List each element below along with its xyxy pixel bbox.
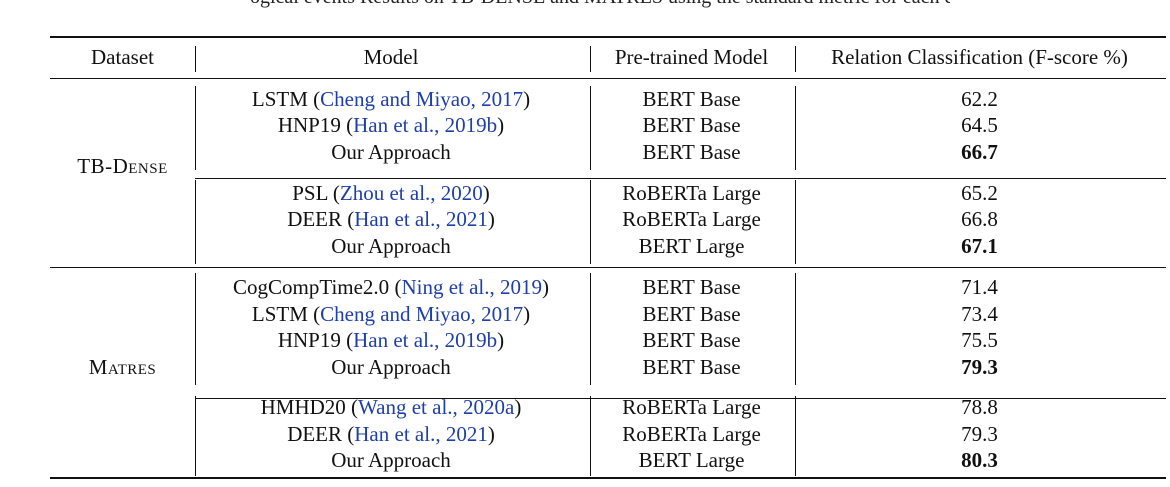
model-name: CogCompTime2.0 (233, 275, 390, 299)
citation-link[interactable]: Han et al., 2019b (353, 113, 498, 137)
pretrained-model-cell: BERT Base (642, 355, 741, 379)
citation-link[interactable]: Ning et al., 2019 (401, 275, 542, 299)
model-name: LSTM (251, 302, 308, 326)
model-cell: Our Approach (196, 447, 586, 473)
group-separator-rule (195, 398, 1166, 399)
f-score-cell: 79.3 (961, 422, 998, 446)
citation-link[interactable]: Han et al., 2021 (354, 422, 488, 446)
model-cell: HMHD20 (Wang et al., 2020a) (260, 395, 522, 419)
model-name: PSL (292, 181, 328, 205)
model-cell: HNP19 (Han et al., 2019b) (277, 113, 505, 137)
model-cell: Our Approach (196, 139, 586, 165)
pretrained-model-cell: RoBERTa Large (622, 181, 761, 205)
pretrained-model-cell: RoBERTa Large (622, 207, 761, 231)
pretrained-model-cell: BERT Base (642, 140, 741, 164)
pretrained-model-cell: BERT Base (642, 302, 741, 326)
model-name: LSTM (251, 87, 308, 111)
pretrained-model-cell: BERT Base (642, 87, 741, 111)
model-cell: LSTM (Cheng and Miyao, 2017) (251, 302, 531, 326)
header-dataset: Dataset (91, 45, 154, 69)
dataset-label-matres: Matres (88, 355, 157, 379)
model-cell: Our Approach (196, 354, 586, 380)
column-divider (195, 396, 196, 476)
citation-link[interactable]: Wang et al., 2020a (358, 395, 515, 419)
f-score-cell: 78.8 (961, 395, 998, 419)
f-score-cell: 79.3 (961, 355, 998, 379)
column-divider (195, 273, 196, 385)
model-name: HMHD20 (260, 395, 346, 419)
column-divider (795, 180, 796, 264)
f-score-cell: 64.5 (961, 113, 998, 137)
dataset-label-tbdense: TB-Dense (77, 154, 168, 178)
model-cell: HNP19 (Han et al., 2019b) (277, 328, 505, 352)
model-name: Our Approach (331, 234, 451, 258)
f-score-cell: 71.4 (961, 275, 998, 299)
model-cell: DEER (Han et al., 2021) (287, 422, 495, 446)
top-rule (50, 36, 1166, 38)
model-cell: PSL (Zhou et al., 2020) (292, 181, 490, 205)
column-divider (590, 46, 591, 72)
pretrained-model-cell: RoBERTa Large (622, 422, 761, 446)
citation-link[interactable]: Han et al., 2019b (353, 328, 498, 352)
column-divider (590, 86, 591, 170)
model-name: HNP19 (277, 328, 341, 352)
model-name: Our Approach (331, 355, 451, 379)
f-score-cell: 66.8 (961, 207, 998, 231)
column-divider (795, 396, 796, 476)
model-name: Our Approach (331, 140, 451, 164)
f-score-cell: 80.3 (961, 448, 998, 472)
column-divider (195, 180, 196, 264)
column-divider (795, 273, 796, 385)
model-name: DEER (287, 422, 343, 446)
model-name: DEER (287, 207, 343, 231)
column-divider (195, 46, 196, 72)
pretrained-model-cell: BERT Base (642, 275, 741, 299)
f-score-cell: 73.4 (961, 302, 998, 326)
model-name: Our Approach (331, 448, 451, 472)
header-pretrained-model: Pre-trained Model (614, 45, 769, 69)
f-score-cell: 67.1 (961, 234, 998, 258)
citation-link[interactable]: Cheng and Miyao, 2017 (320, 302, 524, 326)
header-model: Model (363, 45, 419, 69)
model-name: HNP19 (277, 113, 341, 137)
pretrained-model-cell: RoBERTa Large (622, 395, 761, 419)
group-separator-rule (195, 178, 1166, 179)
f-score-cell: 66.7 (961, 140, 998, 164)
column-divider (795, 86, 796, 170)
pretrained-model-cell: BERT Large (638, 448, 745, 472)
model-cell: LSTM (Cheng and Miyao, 2017) (251, 87, 531, 111)
f-score-cell: 75.5 (961, 328, 998, 352)
citation-link[interactable]: Han et al., 2021 (354, 207, 488, 231)
header-relation-classification: Relation Classification (F-score %) (831, 45, 1128, 69)
bottom-rule (50, 477, 1166, 479)
f-score-cell: 65.2 (961, 181, 998, 205)
model-cell: CogCompTime2.0 (Ning et al., 2019) (233, 275, 549, 299)
citation-link[interactable]: Zhou et al., 2020 (339, 181, 483, 205)
f-score-cell: 62.2 (961, 87, 998, 111)
pretrained-model-cell: BERT Base (642, 328, 741, 352)
pretrained-model-cell: BERT Large (638, 234, 745, 258)
model-cell: DEER (Han et al., 2021) (287, 207, 495, 231)
caption-fragment: ogical events Results on TB-DENSE and MA… (250, 0, 950, 8)
column-divider (590, 180, 591, 264)
column-divider (195, 86, 196, 170)
column-divider (795, 46, 796, 72)
pretrained-model-cell: BERT Base (642, 113, 741, 137)
citation-link[interactable]: Cheng and Miyao, 2017 (320, 87, 524, 111)
dataset-separator-rule (50, 267, 1166, 269)
column-divider (590, 396, 591, 476)
model-cell: Our Approach (196, 233, 586, 259)
column-divider (590, 273, 591, 385)
header-rule (50, 78, 1166, 80)
